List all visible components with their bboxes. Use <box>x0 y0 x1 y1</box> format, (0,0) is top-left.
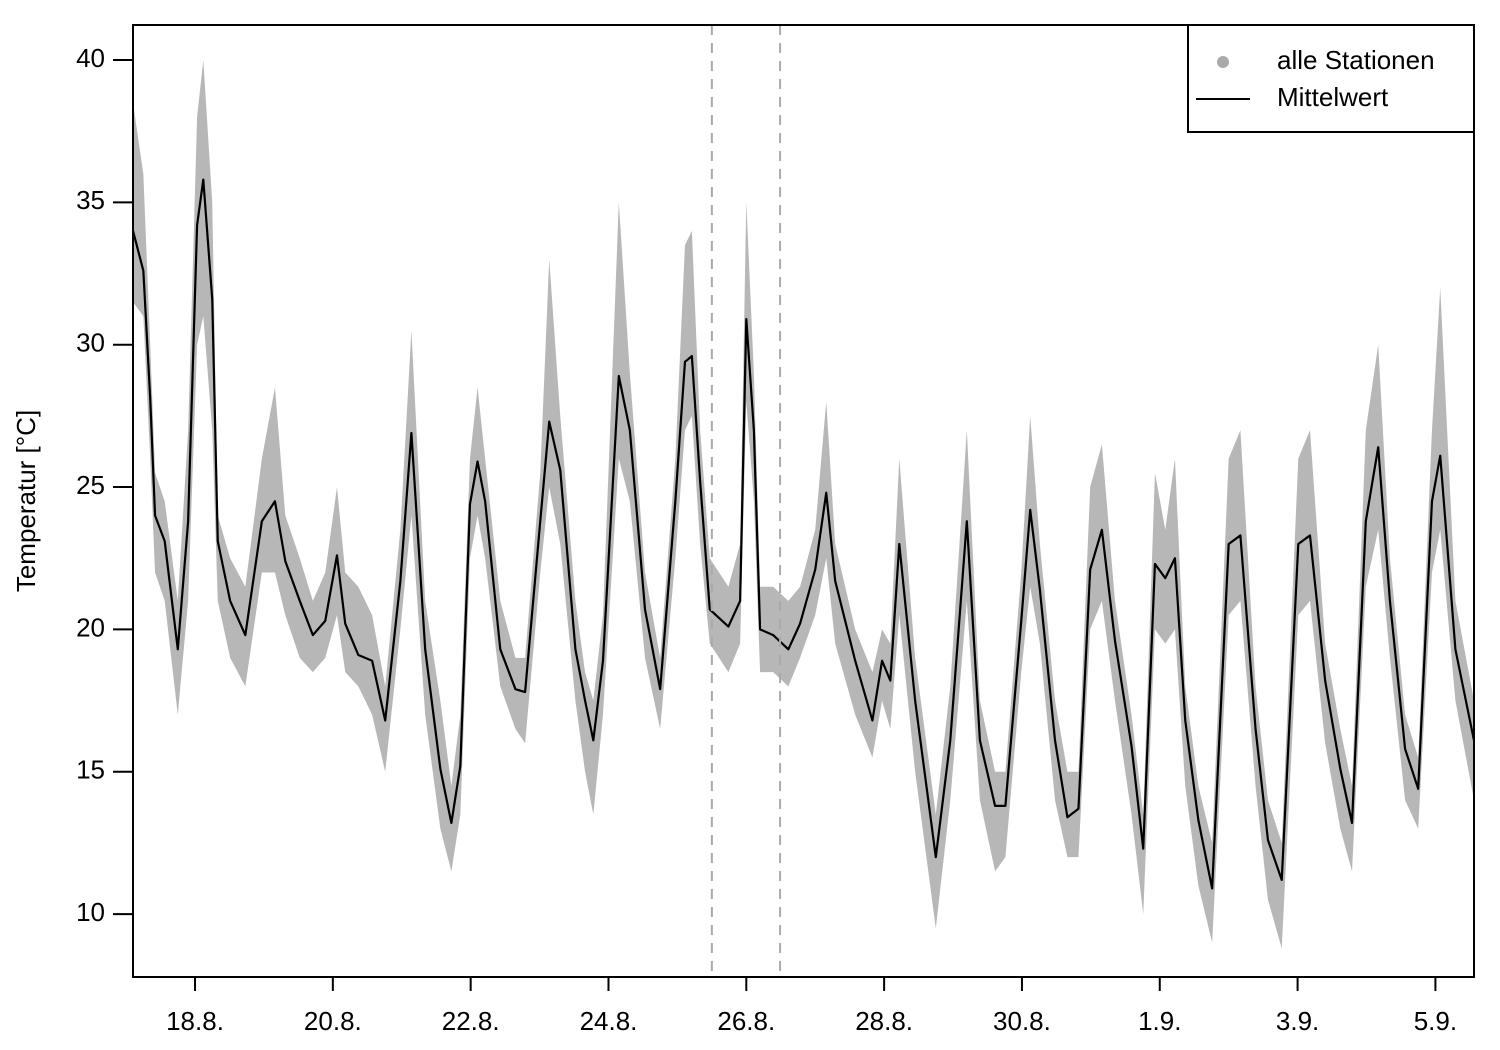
y-tick-label: 25 <box>76 470 105 500</box>
y-tick-label: 15 <box>76 755 105 785</box>
x-tick-label: 30.8. <box>993 1006 1051 1036</box>
legend-label: alle Stationen <box>1277 45 1435 75</box>
legend-label: Mittelwert <box>1277 82 1389 112</box>
x-tick-label: 3.9. <box>1276 1006 1319 1036</box>
x-tick-label: 26.8. <box>717 1006 775 1036</box>
plot-frame <box>132 24 1475 978</box>
x-tick-label: 20.8. <box>304 1006 362 1036</box>
y-axis-label: Temperatur [°C] <box>11 410 41 592</box>
x-tick-label: 22.8. <box>442 1006 500 1036</box>
x-tick-label: 5.9. <box>1414 1006 1457 1036</box>
y-tick-label: 20 <box>76 612 105 642</box>
legend-symbol <box>1217 56 1229 68</box>
x-tick-label: 28.8. <box>855 1006 913 1036</box>
y-tick-label: 35 <box>76 185 105 215</box>
mean-line <box>131 178 1476 890</box>
legend-box <box>1187 24 1475 133</box>
y-tick-label: 30 <box>76 328 105 358</box>
station-band <box>133 60 1474 949</box>
y-tick-label: 10 <box>76 897 105 927</box>
x-tick-label: 18.8. <box>166 1006 224 1036</box>
x-tick-label: 24.8. <box>580 1006 638 1036</box>
y-tick-label: 40 <box>76 43 105 73</box>
x-tick-label: 1.9. <box>1138 1006 1181 1036</box>
